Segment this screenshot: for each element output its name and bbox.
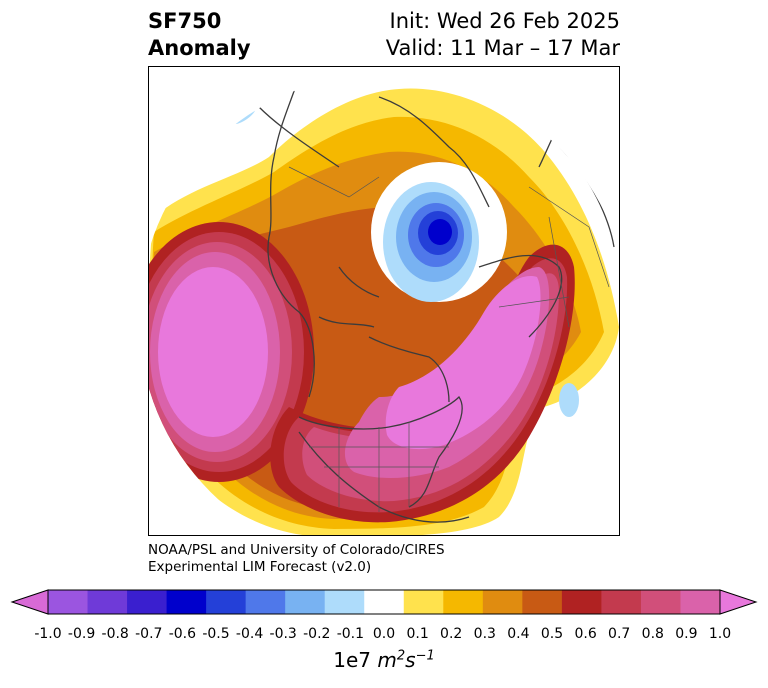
colorbar-tick-label: 0.7	[608, 626, 631, 642]
polar-map	[148, 66, 620, 536]
valid-range: Valid: 11 Mar – 17 Mar	[385, 36, 620, 60]
colorbar-tick-label: 0.3	[473, 626, 496, 642]
colorbar-tick-label: -0.4	[235, 626, 264, 642]
colorbar-tick-label: 0.0	[372, 626, 396, 642]
colorbar-tick-label: -0.8	[101, 626, 129, 642]
colorbar-tick-label: -0.1	[336, 626, 365, 642]
colorbar-bins	[48, 590, 721, 614]
units-s: s	[405, 648, 416, 672]
units-m: m	[377, 648, 397, 672]
colorbar-bin	[680, 590, 721, 614]
colorbar-under-arrow	[10, 589, 49, 615]
credit-line-2: Experimental LIM Forecast (v2.0)	[148, 559, 372, 575]
units-base: 1e7	[333, 648, 372, 672]
colorbar-tick-label: 0.6	[574, 626, 597, 642]
colorbar-over-arrow	[719, 589, 758, 615]
colorbar-outline	[47, 589, 721, 615]
colorbar	[10, 589, 758, 615]
negative-patch-east	[559, 383, 579, 417]
colorbar-tick-label: -0.3	[269, 626, 297, 642]
colorbar-bin	[364, 590, 405, 614]
colorbar-bin	[206, 590, 247, 614]
colorbar-tick-label: 0.5	[540, 626, 564, 642]
colorbar-bin	[245, 590, 286, 614]
colorbar-bin	[443, 590, 484, 614]
colorbar-bin	[561, 590, 602, 614]
credit-line-1: NOAA/PSL and University of Colorado/CIRE…	[148, 542, 445, 558]
units-label: 1e7 m2s−1	[0, 648, 768, 672]
colorbar-tick-label: -0.9	[67, 626, 96, 642]
coastlines	[258, 76, 615, 523]
borders	[288, 166, 610, 512]
anomaly-field	[149, 74, 619, 535]
negative-core	[428, 219, 452, 245]
colorbar-bin	[522, 590, 563, 614]
date-block: Init: Wed 26 Feb 2025 Valid: 11 Mar – 17…	[386, 8, 620, 62]
colorbar-tick-label: -0.7	[135, 626, 163, 642]
colorbar-tick-label: 0.2	[440, 626, 463, 642]
credit-block: NOAA/PSL and University of Colorado/CIRE…	[148, 542, 445, 576]
colorbar-bin	[601, 590, 642, 614]
colorbar-bin	[87, 590, 128, 614]
anomaly-label: Anomaly	[148, 36, 251, 60]
colorbar-bin	[324, 590, 365, 614]
colorbar-bin	[482, 590, 523, 614]
colorbar-tick-label: 1.0	[708, 626, 732, 642]
variable-title: SF750	[148, 9, 222, 33]
colorbar-bin	[285, 590, 326, 614]
units-m-exp: 2	[396, 648, 406, 664]
colorbar-ticks: -1.0 -0.9 -0.8 -0.7 -0.6 -0.5 -0.4 -0.3 -0.2 -0.1…	[0, 626, 768, 646]
colorbar-tick-label: 0.9	[675, 626, 698, 642]
colorbar-bin	[127, 590, 168, 614]
init-date: Init: Wed 26 Feb 2025	[389, 9, 620, 33]
colorbar-tick-label: -0.2	[303, 626, 331, 642]
right-lobe-core	[385, 276, 541, 450]
colorbar-tick-label: 0.1	[406, 626, 429, 642]
colorbar-tick-label: -0.5	[202, 626, 230, 642]
colorbar-bin	[403, 590, 444, 614]
colorbar-tick-label: 0.4	[507, 626, 530, 642]
colorbar-tick-label: -1.0	[34, 626, 62, 642]
colorbar-bin	[48, 590, 89, 614]
colorbar-bin	[640, 590, 681, 614]
colorbar-tick-label: -0.6	[168, 626, 197, 642]
colorbar-tick-label: 0.8	[641, 626, 664, 642]
title-block: SF750 Anomaly	[148, 8, 251, 62]
units-s-exp: −1	[415, 648, 435, 664]
colorbar-bin	[166, 590, 207, 614]
left-lobe-core	[158, 267, 268, 437]
